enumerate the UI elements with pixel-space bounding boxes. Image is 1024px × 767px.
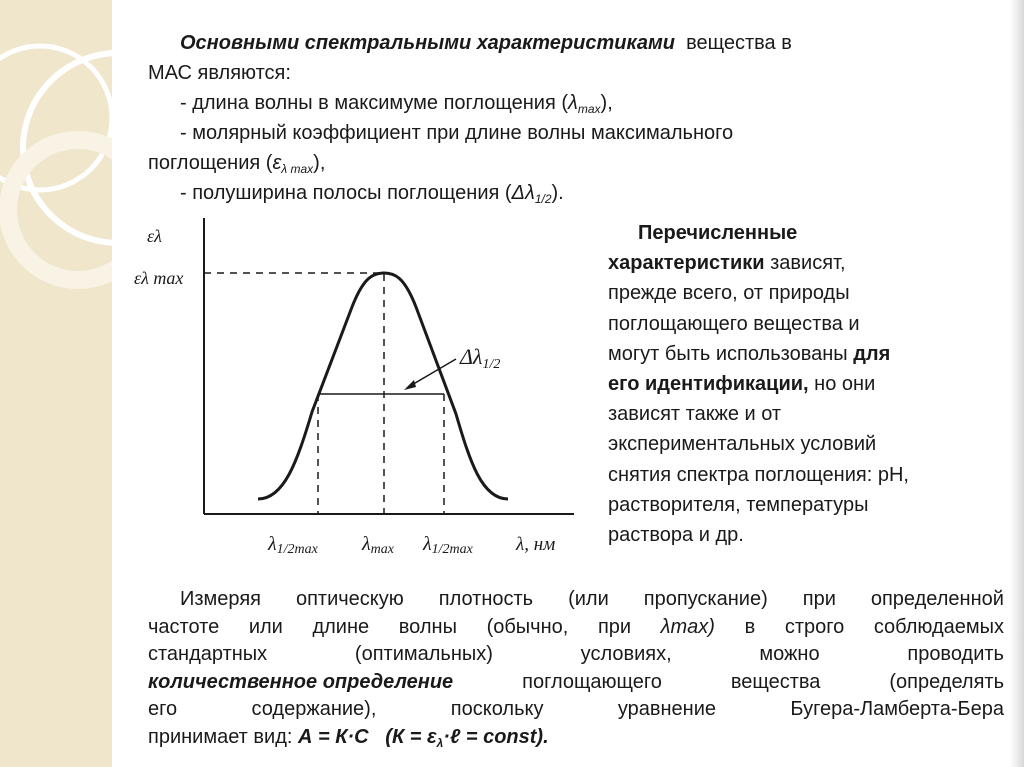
tick-lambda-max: λmax [361, 533, 395, 557]
bp-line-1: Измеряя оптическую плотность (или пропускани… [180, 588, 1004, 610]
half-width-label: Δλ1/2 [459, 344, 500, 372]
bullet-lambda-max: - длина волны в максимуме поглощения (λm… [180, 92, 613, 116]
page-edge-shadow [1010, 0, 1024, 767]
rp-line-8: экспериментальных условий [608, 433, 877, 456]
rp-line-10: растворителя, температуры [608, 493, 869, 516]
slide: Основными спектральными характеристиками… [112, 0, 1010, 767]
rp-line-6: его идентификации, но они [608, 373, 876, 396]
half-width-arrow [409, 358, 457, 387]
bullet-molar-coefficient-cont: поглощения (ελ max), [148, 152, 326, 176]
bullet-half-width: - полуширина полосы поглощения (Δλ1/2). [180, 182, 564, 206]
tick-lambda-half-left: λ1/2max [267, 533, 319, 557]
bp-line-4: количественное определение поглощающего ве… [148, 670, 1004, 693]
bp-line-6: принимает вид: А = К·С (К = ελ·ℓ = const… [148, 725, 549, 750]
quantitative-paragraph: Измеряя оптическую плотность (или пропускани… [148, 586, 1004, 751]
bp-line-3: стандартных (оптимальных) условиях, можно пр… [148, 643, 1004, 665]
rp-line-3: прежде всего, от природы [608, 282, 850, 305]
y-max-label: ελ max [134, 268, 183, 288]
arrow-head [404, 380, 416, 390]
rp-line-4: поглощающего вещества и [608, 312, 860, 335]
y-axis-label: ελ [147, 226, 162, 246]
decorative-side-band [0, 0, 112, 767]
rp-line-9: снятия спектра поглощения: pH, [608, 463, 909, 486]
x-axis-label: λ, нм [515, 534, 555, 555]
rp-line-1: Перечисленные [638, 222, 798, 244]
rp-line-11: раствора и др. [608, 524, 744, 547]
tick-lambda-half-right: λ1/2max [422, 533, 474, 557]
bp-line-2: частоте или длине волны (обычно, при λmax) в стр… [148, 615, 1004, 638]
bp-line-5: его содержание), поскольку уравнение Бугера-… [148, 698, 1004, 720]
bullet-molar-coefficient: - молярный коэффициент при длине волны м… [180, 122, 734, 144]
heading-line-1: Основными спектральными характеристиками… [180, 28, 792, 58]
heading-tail: вещества в [686, 32, 792, 54]
rp-line-7: зависят также и от [608, 403, 782, 426]
absorption-curve [257, 271, 509, 501]
characteristics-paragraph: Перечисленные характеристики зависят, пр… [608, 218, 909, 550]
absorption-band-diagram: ελ ελ max Δλ1/2 λ1/2max λmax λ1/2max λ, … [134, 218, 574, 557]
decorative-circles [0, 43, 112, 289]
rp-line-2: характеристики зависят, [608, 252, 846, 275]
rp-line-5: могут быть использованы для [608, 342, 891, 365]
heading-emphasis: Основными спектральными характеристиками [180, 32, 675, 54]
heading-line-2: МАС являются: [148, 62, 291, 84]
